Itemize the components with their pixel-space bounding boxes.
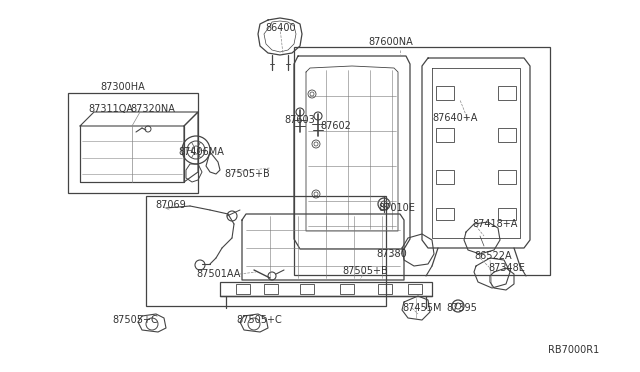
Text: 87505+B: 87505+B — [342, 266, 388, 276]
Bar — [436, 208, 454, 220]
Text: 87501AA: 87501AA — [196, 269, 241, 279]
Bar — [498, 128, 516, 142]
Bar — [68, 93, 198, 193]
Text: 87418+A: 87418+A — [472, 219, 517, 229]
Text: 87505+C: 87505+C — [112, 315, 157, 325]
Text: 87010E: 87010E — [378, 203, 415, 213]
Bar — [498, 86, 516, 100]
Text: 87600NA: 87600NA — [368, 37, 413, 47]
Bar — [236, 284, 250, 294]
Text: 87455M: 87455M — [402, 303, 442, 313]
Bar — [264, 284, 278, 294]
Text: RB7000R1: RB7000R1 — [548, 345, 599, 355]
Text: 87505+C: 87505+C — [236, 315, 282, 325]
Text: 87505+B: 87505+B — [224, 169, 269, 179]
Bar — [146, 196, 386, 306]
Text: 86400: 86400 — [265, 23, 296, 33]
Text: 87380: 87380 — [376, 249, 407, 259]
Bar — [220, 282, 432, 296]
Text: 86522A: 86522A — [474, 251, 511, 261]
Bar — [378, 284, 392, 294]
Bar — [340, 284, 354, 294]
Bar — [436, 170, 454, 184]
Text: 87348E: 87348E — [488, 263, 525, 273]
Bar — [436, 86, 454, 100]
Text: 87300HA: 87300HA — [100, 82, 145, 92]
Bar — [498, 208, 516, 220]
Text: 87320NA: 87320NA — [130, 104, 175, 114]
Text: 87603: 87603 — [284, 115, 315, 125]
Bar — [498, 170, 516, 184]
Text: 87311QA: 87311QA — [88, 104, 133, 114]
Text: 87640+A: 87640+A — [432, 113, 477, 123]
Bar — [300, 284, 314, 294]
Text: 87069: 87069 — [155, 200, 186, 210]
Text: 87602: 87602 — [320, 121, 351, 131]
Text: 87395: 87395 — [446, 303, 477, 313]
Bar — [436, 128, 454, 142]
Bar — [408, 284, 422, 294]
Text: 87406MA: 87406MA — [178, 147, 224, 157]
Bar — [294, 47, 550, 275]
